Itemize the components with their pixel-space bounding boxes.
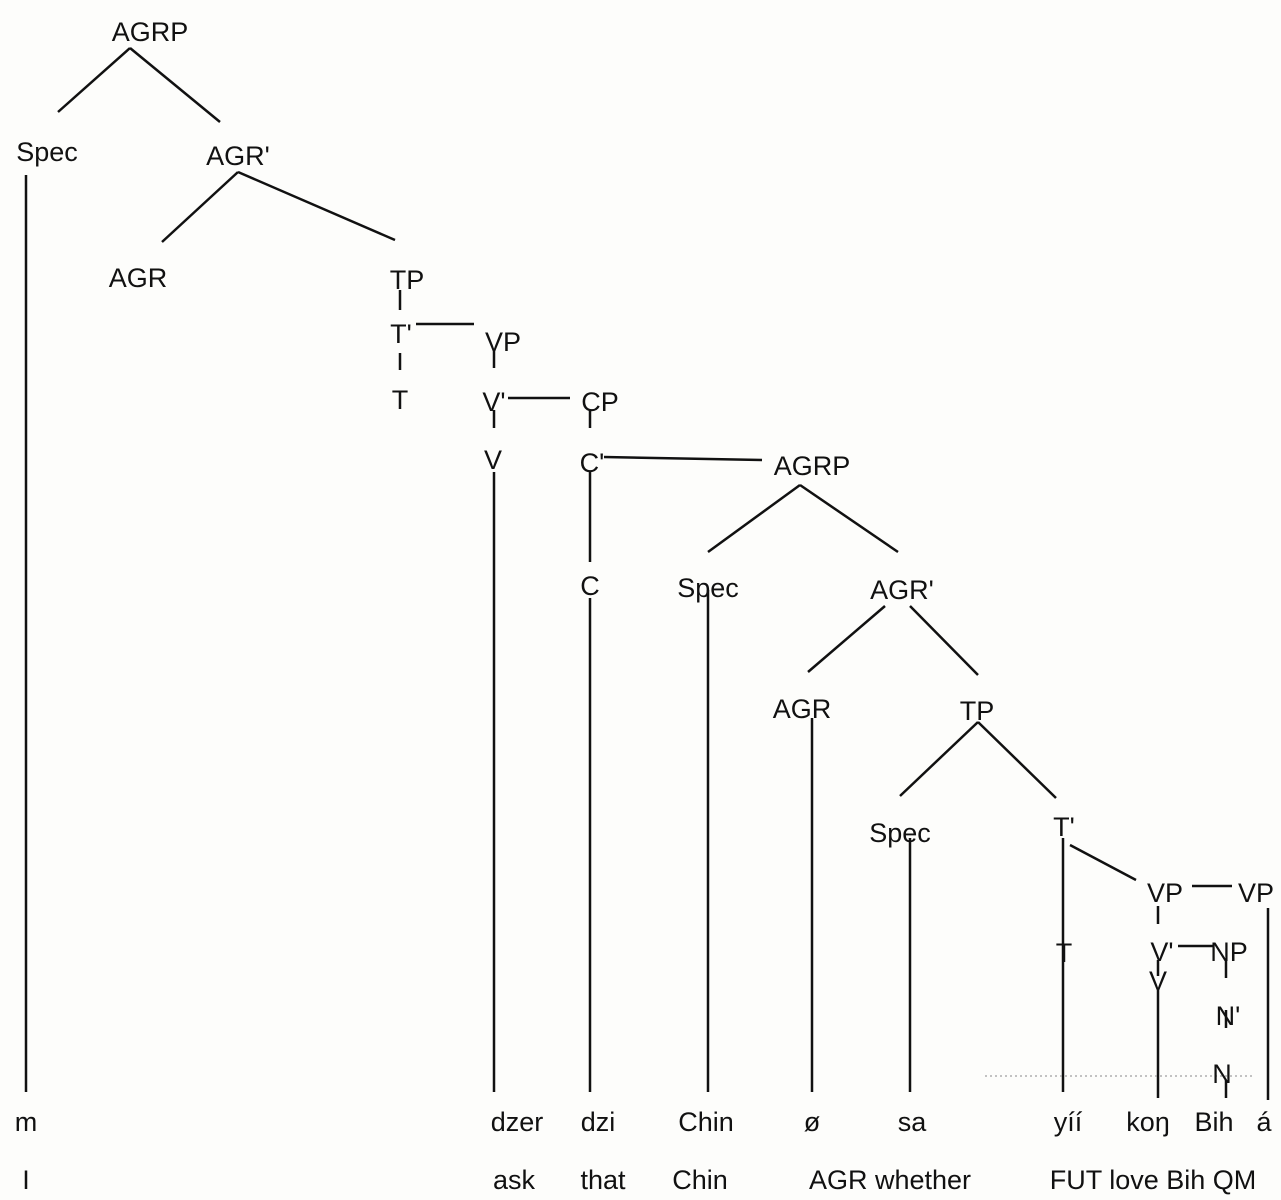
node-np: NP — [1210, 937, 1248, 967]
word-8: Bih — [1194, 1107, 1233, 1137]
gloss-1: ask — [493, 1165, 536, 1195]
node-v-low: V — [1149, 966, 1167, 996]
word-2: dzi — [581, 1107, 616, 1137]
node-vp-low: VP — [1147, 878, 1183, 908]
node-vp-right: VP — [1238, 878, 1274, 908]
word-row: m dzer dzi Chin ø sa yíí koŋ Bih á — [15, 1107, 1273, 1137]
word-4: ø — [804, 1107, 821, 1137]
node-t-bar-top: T' — [390, 319, 412, 349]
node-vp-top: VP — [485, 327, 521, 357]
gloss-3: Chin — [672, 1165, 728, 1195]
gloss-5: FUT love Bih QM — [1050, 1165, 1257, 1195]
node-spec-tp-low: Spec — [869, 818, 931, 848]
tree-branches — [24, 47, 1270, 1100]
node-n: N — [1212, 1059, 1232, 1089]
node-c: C — [580, 571, 600, 601]
node-tp-top: TP — [390, 265, 425, 295]
word-9: á — [1256, 1107, 1272, 1137]
node-agr-top: AGR — [109, 263, 168, 293]
gloss-2: that — [580, 1165, 626, 1195]
node-agr-bar-top: AGR' — [206, 141, 270, 171]
node-t-bar-low: T' — [1053, 812, 1075, 842]
gloss-0: I — [22, 1165, 30, 1195]
word-3: Chin — [678, 1107, 734, 1137]
node-cp: CP — [581, 387, 619, 417]
word-1: dzer — [491, 1107, 544, 1137]
node-t-low: T — [1056, 938, 1073, 968]
node-v-bar-low: V' — [1150, 937, 1173, 967]
node-spec-low: Spec — [677, 573, 739, 603]
node-t-top: T — [392, 385, 409, 415]
word-6: yíí — [1054, 1107, 1083, 1137]
node-agrp-top: AGRP — [112, 17, 189, 47]
node-n-bar: N' — [1216, 1001, 1241, 1031]
node-tp-low: TP — [960, 696, 995, 726]
word-0: m — [15, 1107, 38, 1137]
node-v-bar-top: V' — [482, 387, 505, 417]
node-agr-bar-low: AGR' — [870, 575, 934, 605]
gloss-4: AGR whether — [809, 1165, 971, 1195]
node-v-top: V — [484, 445, 502, 475]
node-spec-top: Spec — [16, 137, 78, 167]
node-c-bar: C' — [580, 448, 605, 478]
node-agrp-low: AGRP — [774, 451, 851, 481]
word-5: sa — [898, 1107, 928, 1137]
node-agr-low: AGR — [773, 694, 832, 724]
word-7: koŋ — [1126, 1107, 1170, 1137]
